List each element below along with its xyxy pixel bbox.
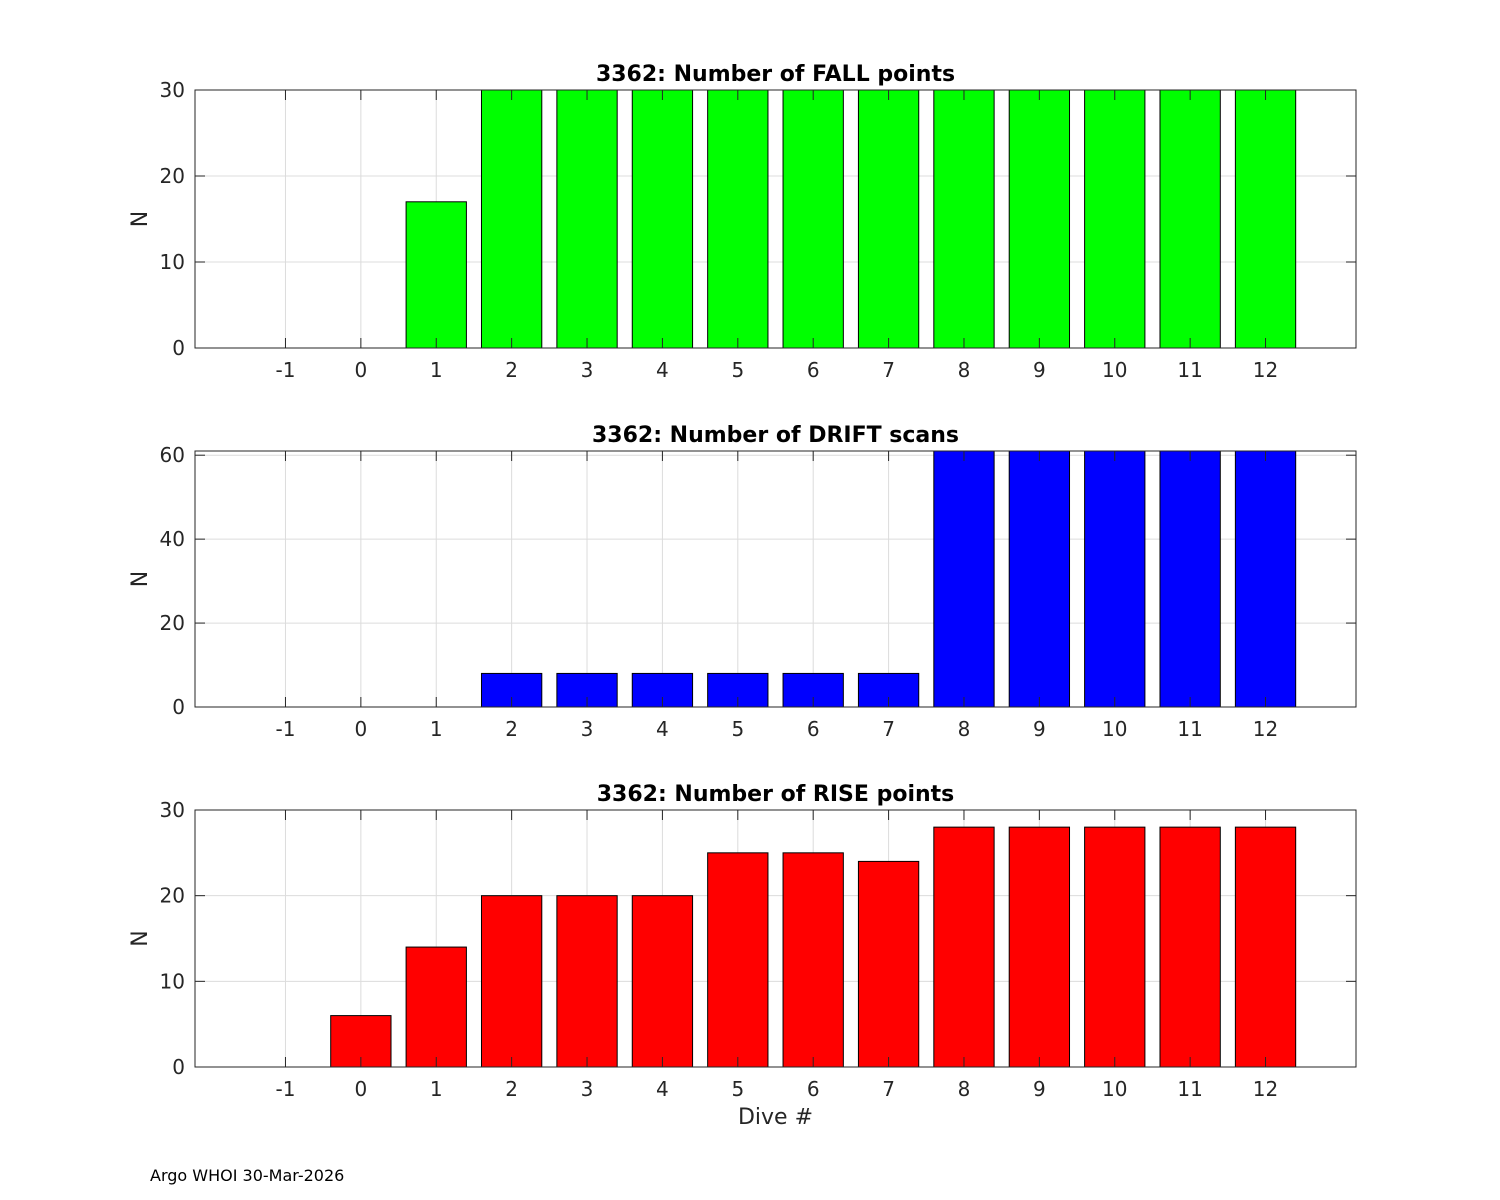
x-tick-label: 11	[1177, 717, 1202, 741]
bar	[556, 895, 618, 1068]
bar	[707, 852, 769, 1068]
y-tick-label: 30	[160, 78, 185, 102]
x-tick-label: 2	[505, 1077, 518, 1101]
bar	[631, 89, 694, 349]
y-tick-label: 10	[160, 969, 185, 993]
axes-box	[194, 450, 1357, 708]
x-tick-label: 1	[430, 717, 443, 741]
x-tick-label: 0	[354, 358, 367, 382]
y-tick-label: 0	[172, 695, 185, 719]
x-tick-label: 2	[505, 358, 518, 382]
y-tick-label: 0	[172, 336, 185, 360]
y-tick-label: 30	[160, 798, 185, 822]
x-tick-label: 7	[882, 717, 895, 741]
x-tick-label: 3	[581, 1077, 594, 1101]
bar	[1159, 89, 1221, 349]
x-tick-label: 3	[581, 358, 594, 382]
bar	[933, 89, 995, 349]
chart-title: 3362: Number of FALL points	[596, 62, 955, 87]
x-tick-label: 7	[882, 1077, 895, 1101]
x-tick-label: 6	[807, 1077, 820, 1101]
x-tick-label: 9	[1033, 717, 1046, 741]
x-tick-label: 8	[958, 1077, 971, 1101]
y-axis-label: N	[128, 211, 153, 227]
chart-title: 3362: Number of RISE points	[597, 782, 955, 807]
bar	[556, 672, 618, 708]
x-tick-label: 2	[505, 717, 518, 741]
x-tick-label: 12	[1253, 358, 1278, 382]
x-tick-label: 0	[354, 1077, 367, 1101]
x-tick-label: 5	[731, 358, 744, 382]
x-tick-label: 4	[656, 717, 669, 741]
y-tick-label: 10	[160, 250, 185, 274]
x-tick-label: 1	[430, 1077, 443, 1101]
bar	[1084, 450, 1146, 708]
bar	[1234, 450, 1297, 708]
bar	[631, 895, 694, 1068]
x-tick-label: 11	[1177, 358, 1202, 382]
y-tick-label: 40	[160, 527, 185, 551]
bar	[707, 89, 769, 349]
bar	[480, 895, 543, 1068]
bar	[857, 860, 920, 1068]
bar	[857, 89, 920, 349]
y-tick-label: 20	[160, 884, 185, 908]
x-tick-label: 5	[731, 717, 744, 741]
y-axis-label: N	[128, 930, 153, 946]
x-tick-label: 0	[354, 717, 367, 741]
x-tick-label: 9	[1033, 1077, 1046, 1101]
y-tick-label: 0	[172, 1055, 185, 1079]
bar	[556, 89, 618, 349]
x-tick-label: -1	[275, 717, 295, 741]
x-tick-label: 8	[958, 358, 971, 382]
bar	[782, 89, 844, 349]
chart-title: 3362: Number of DRIFT scans	[592, 423, 959, 448]
x-tick-label: 12	[1253, 1077, 1278, 1101]
x-tick-label: 11	[1177, 1077, 1202, 1101]
bar	[1008, 826, 1071, 1068]
x-tick-label: 7	[882, 358, 895, 382]
bar	[1084, 89, 1146, 349]
bar	[1008, 450, 1071, 708]
x-tick-label: 1	[430, 358, 443, 382]
x-tick-label: 8	[958, 717, 971, 741]
x-axis-label: Dive #	[738, 1105, 813, 1130]
x-tick-label: 9	[1033, 358, 1046, 382]
bar	[1234, 826, 1297, 1068]
y-tick-label: 20	[160, 611, 185, 635]
x-tick-label: 5	[731, 1077, 744, 1101]
y-tick-label: 60	[160, 443, 185, 467]
x-tick-label: 3	[581, 717, 594, 741]
bar	[933, 450, 995, 708]
bar	[480, 89, 543, 349]
footer-credit: Argo WHOI 30-Mar-2026	[150, 1166, 345, 1185]
bar	[1008, 89, 1071, 349]
x-tick-label: 10	[1102, 717, 1127, 741]
bar	[1159, 826, 1221, 1068]
axes-box	[194, 89, 1357, 349]
x-tick-label: 10	[1102, 358, 1127, 382]
y-tick-label: 20	[160, 164, 185, 188]
x-tick-label: 12	[1253, 717, 1278, 741]
bar	[405, 201, 467, 349]
x-tick-label: 10	[1102, 1077, 1127, 1101]
x-tick-label: 6	[807, 358, 820, 382]
x-tick-label: -1	[275, 1077, 295, 1101]
x-tick-label: 6	[807, 717, 820, 741]
x-tick-label: 4	[656, 1077, 669, 1101]
x-tick-label: -1	[275, 358, 295, 382]
bar	[405, 946, 467, 1068]
bar	[933, 826, 995, 1068]
bar	[782, 852, 844, 1068]
bar	[1159, 450, 1221, 708]
bar	[1084, 826, 1146, 1068]
bar	[1234, 89, 1297, 349]
axes-box	[194, 809, 1357, 1068]
y-axis-label: N	[128, 571, 153, 587]
x-tick-label: 4	[656, 358, 669, 382]
